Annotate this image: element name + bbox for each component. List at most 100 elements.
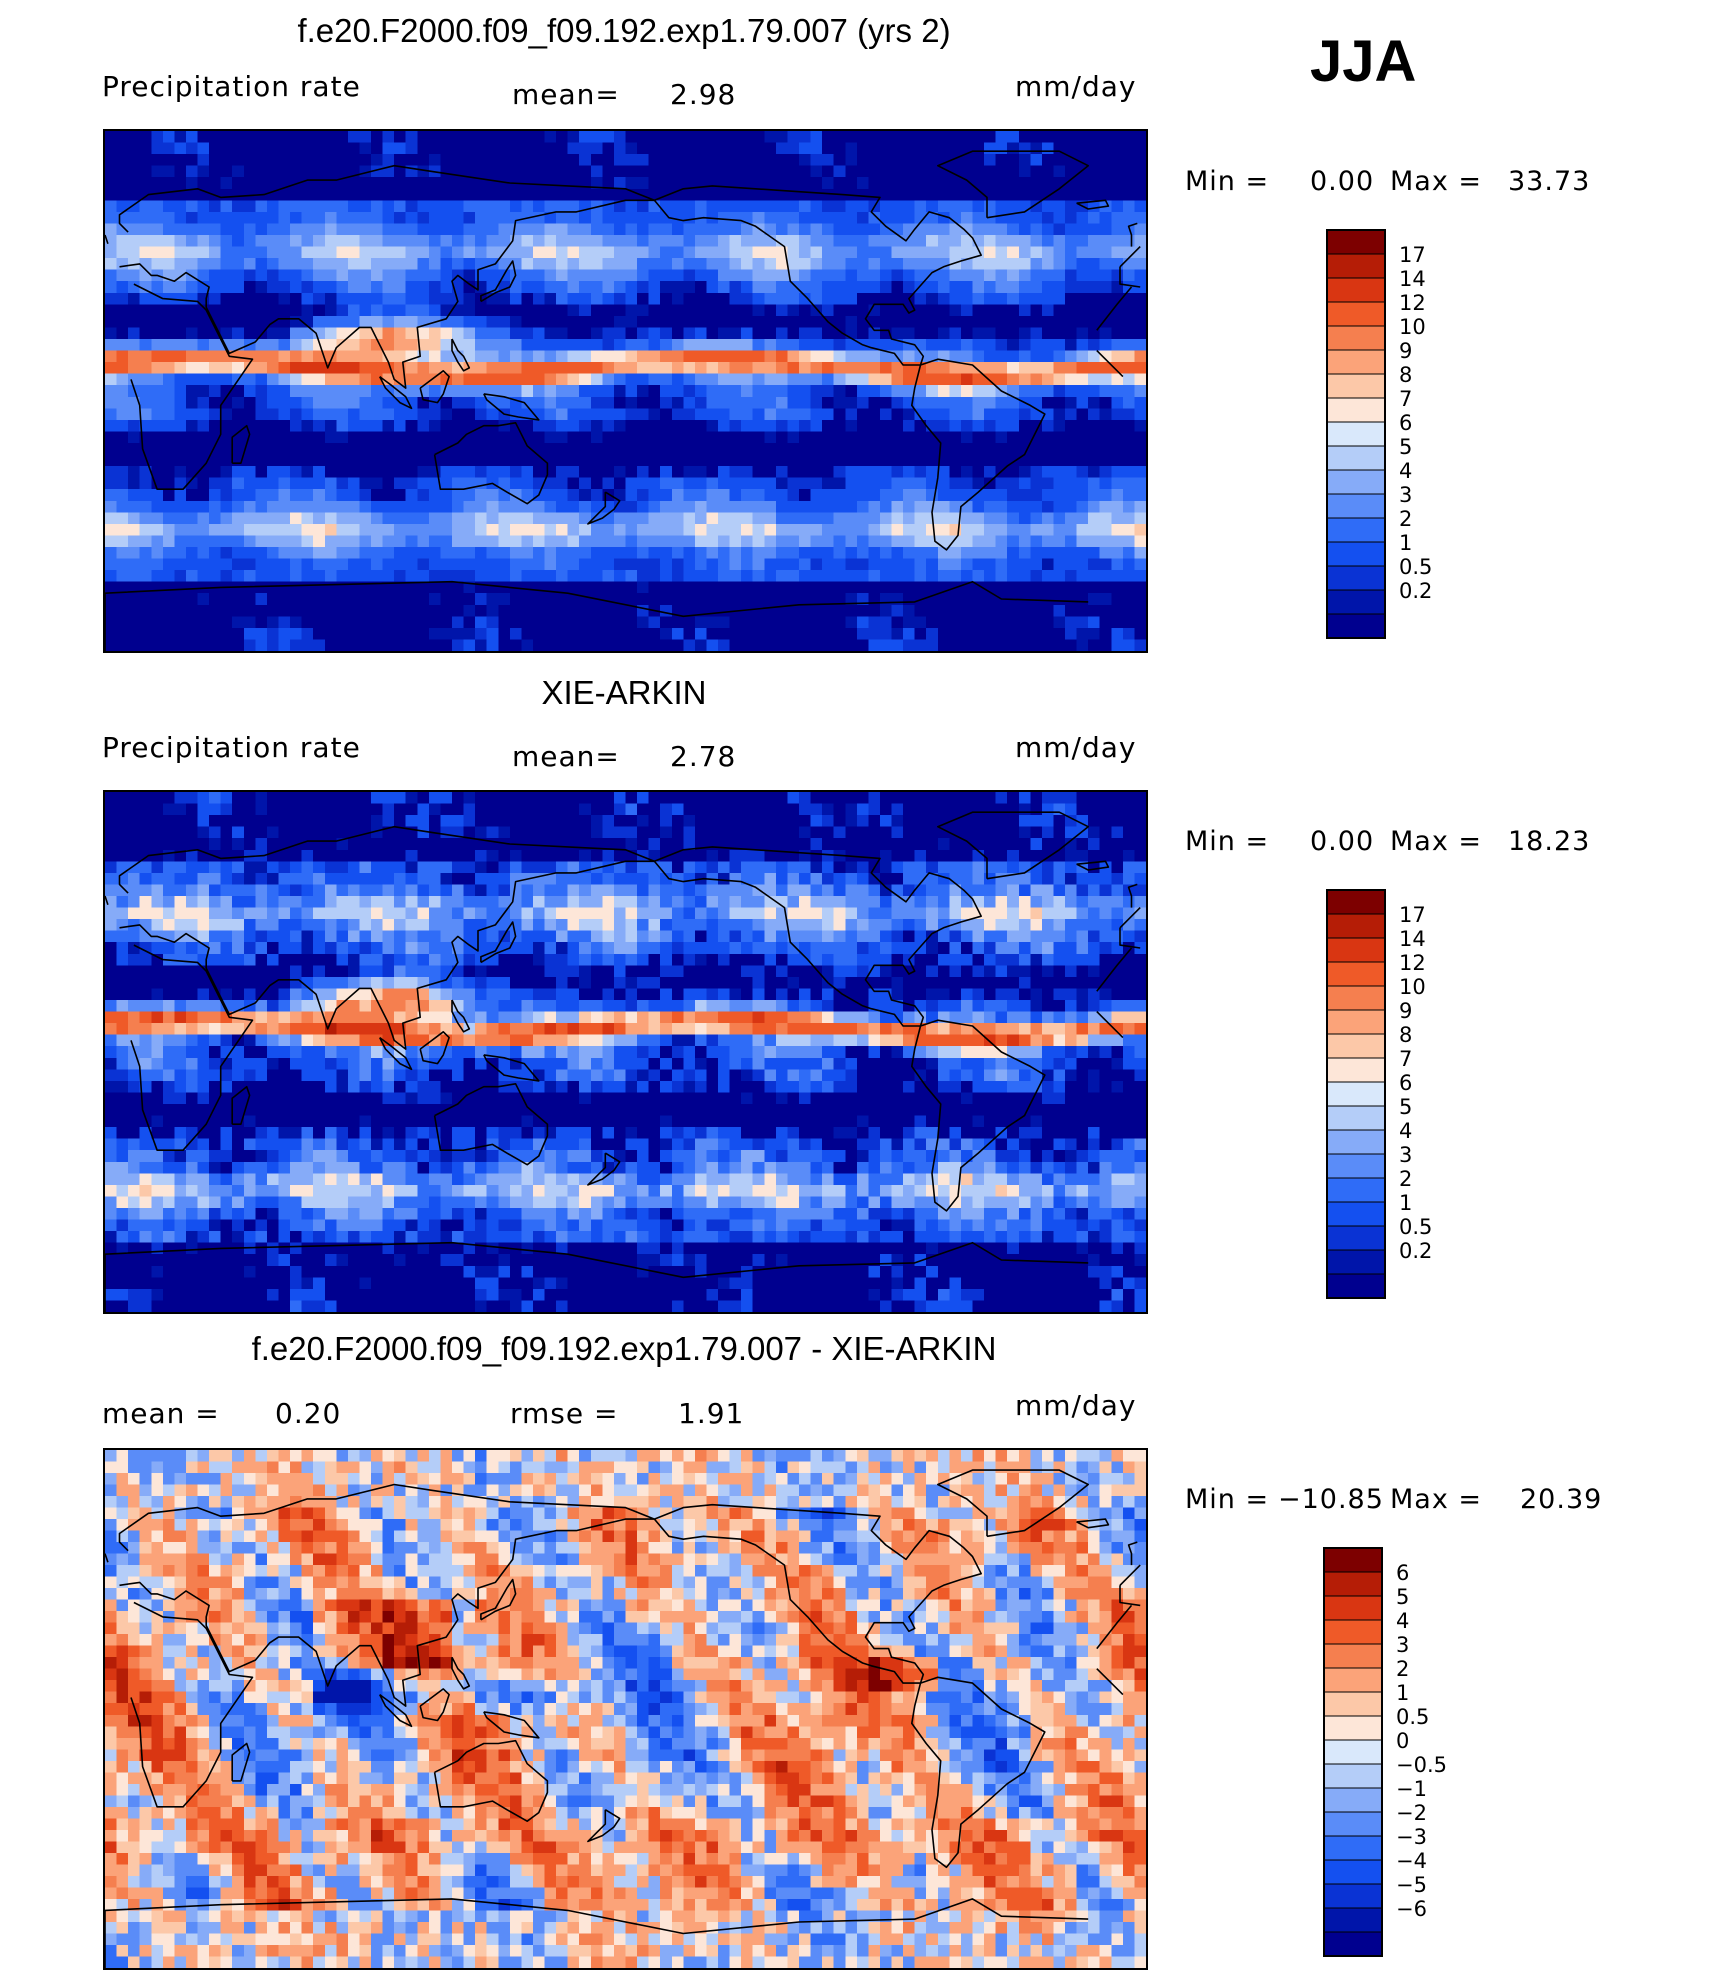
mean-label: mean= (512, 78, 620, 111)
colorbar-box (1323, 1643, 1383, 1669)
min-label: Min = (1185, 1484, 1270, 1515)
colorbar-tick-label: 0.2 (1399, 1239, 1432, 1263)
min-value: 0.00 (1310, 166, 1375, 197)
colorbar-box (1323, 1763, 1383, 1789)
colorbar-tick-label: 14 (1399, 267, 1426, 291)
colorbar-box (1323, 1547, 1383, 1573)
max-value: 33.73 (1508, 166, 1591, 197)
colorbar-box (1326, 1009, 1386, 1035)
colorbar-box (1326, 229, 1386, 255)
colorbar-tick-label: 0.5 (1399, 1215, 1432, 1239)
colorbar-tick-label: 5 (1399, 1095, 1412, 1119)
field-cells (105, 131, 1146, 651)
colorbar-tick-label: 0.2 (1399, 579, 1432, 603)
mean-value: 2.78 (670, 740, 737, 773)
units-label: mm/day (1015, 731, 1137, 764)
panel-title: f.e20.F2000.f09_f09.192.exp1.79.007 (yrs… (297, 12, 951, 49)
colorbar-tick-label: −5 (1396, 1873, 1427, 1897)
colorbar-box (1323, 1691, 1383, 1717)
colorbar-box (1326, 469, 1386, 495)
max-label: Max = (1390, 826, 1483, 857)
colorbar-box (1326, 1033, 1386, 1059)
colorbar-tick-label: 8 (1399, 1023, 1412, 1047)
colorbar-box (1326, 1225, 1386, 1251)
colorbar-tick-label: 7 (1399, 1047, 1412, 1071)
colorbar-box (1326, 961, 1386, 987)
colorbar-box (1326, 1177, 1386, 1203)
colorbar-tick-label: 6 (1399, 411, 1412, 435)
colorbar-box (1323, 1595, 1383, 1621)
colorbar-box (1326, 913, 1386, 939)
min-value: 0.00 (1310, 826, 1375, 857)
colorbar-box (1326, 373, 1386, 399)
units-label: mm/day (1015, 1389, 1137, 1422)
colorbar-box (1326, 397, 1386, 423)
colorbar-box (1323, 1715, 1383, 1741)
colorbar-box (1323, 1667, 1383, 1693)
colorbar-tick-label: 0.5 (1396, 1705, 1429, 1729)
colorbar-tick-label: −4 (1396, 1849, 1427, 1873)
colorbar-box (1326, 1249, 1386, 1275)
colorbar-tick-label: 2 (1399, 1167, 1412, 1191)
colorbar-box (1323, 1619, 1383, 1645)
colorbar-tick-label: 9 (1399, 999, 1412, 1023)
coastlines (105, 811, 1141, 1312)
coastlines (105, 1469, 1141, 1968)
colorbar-tick-label: 14 (1399, 927, 1426, 951)
colorbar-box (1326, 517, 1386, 543)
min-value: −10.85 (1278, 1484, 1384, 1515)
colorbar-tick-label: 17 (1399, 903, 1426, 927)
max-label: Max = (1390, 1484, 1483, 1515)
colorbar-tick-label: 2 (1396, 1657, 1409, 1681)
colorbar-tick-label: 5 (1399, 435, 1412, 459)
colorbar-box (1326, 889, 1386, 915)
colorbar-box (1326, 937, 1386, 963)
mean-value: 2.98 (670, 78, 737, 111)
colorbar-box (1326, 349, 1386, 375)
colorbar-tick-label: 3 (1399, 483, 1412, 507)
colorbar-box (1326, 613, 1386, 639)
min-label: Min = (1185, 826, 1270, 857)
colorbar-box (1323, 1571, 1383, 1597)
colorbar-box (1326, 253, 1386, 279)
colorbar-tick-label: 7 (1399, 387, 1412, 411)
colorbar-tick-label: 12 (1399, 291, 1426, 315)
colorbar-box (1323, 1787, 1383, 1813)
colorbar-tick-label: −6 (1396, 1897, 1427, 1921)
colorbar-box (1326, 325, 1386, 351)
colorbar-tick-label: 4 (1399, 1119, 1412, 1143)
colorbar-box (1323, 1907, 1383, 1933)
colorbar-tick-label: 4 (1396, 1609, 1409, 1633)
colorbar-box (1326, 421, 1386, 447)
field-cells (105, 1450, 1146, 1968)
colorbar-tick-label: 9 (1399, 339, 1412, 363)
colorbar-tick-label: 3 (1399, 1143, 1412, 1167)
max-value: 18.23 (1508, 826, 1591, 857)
field-cells (105, 792, 1146, 1312)
map-canvas (105, 1450, 1146, 1968)
colorbar-box (1326, 277, 1386, 303)
colorbar-box (1323, 1931, 1383, 1957)
colorbar-box (1323, 1883, 1383, 1909)
colorbar-tick-label: 0.5 (1399, 555, 1432, 579)
colorbar-tick-label: 17 (1399, 243, 1426, 267)
colorbar-tick-label: 10 (1399, 315, 1426, 339)
colorbar-tick-label: 12 (1399, 951, 1426, 975)
colorbar-tick-label: 1 (1399, 531, 1412, 555)
colorbar-tick-label: 4 (1399, 459, 1412, 483)
colorbar-box (1326, 1129, 1386, 1155)
panel-title: f.e20.F2000.f09_f09.192.exp1.79.007 - XI… (251, 1330, 997, 1367)
diff-mean-label: mean = (102, 1397, 220, 1430)
variable-label: Precipitation rate (102, 70, 361, 103)
colorbar-box (1326, 1273, 1386, 1299)
colorbar-tick-label: 2 (1399, 507, 1412, 531)
colorbar-tick-label: 6 (1399, 1071, 1412, 1095)
colorbar-box (1326, 565, 1386, 591)
colorbar-box (1326, 1057, 1386, 1083)
colorbar-tick-label: 1 (1396, 1681, 1409, 1705)
colorbar-tick-label: 0 (1396, 1729, 1409, 1753)
colorbar-box (1326, 1153, 1386, 1179)
colorbar-tick-label: 10 (1399, 975, 1426, 999)
